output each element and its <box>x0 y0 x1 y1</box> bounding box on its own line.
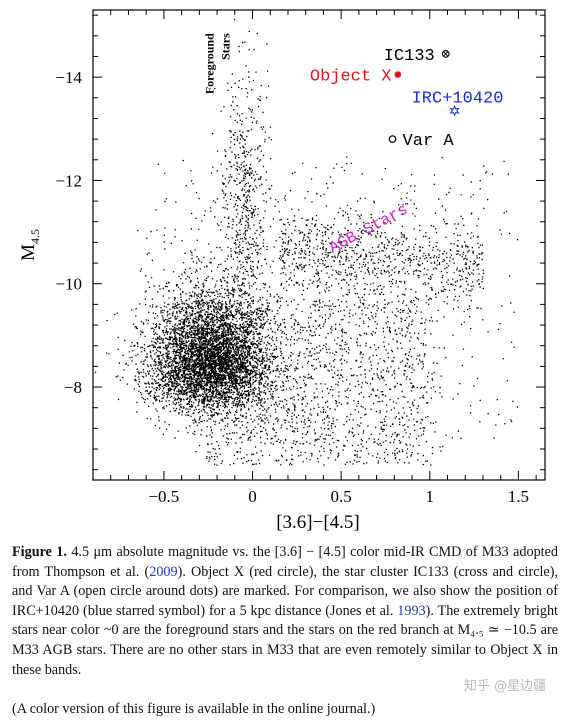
caption-ref-2009[interactable]: 2009 <box>149 563 178 580</box>
caption-ref-1993[interactable]: 1993 <box>397 602 426 619</box>
figure-caption: Figure 1. 4.5 μm absolute magnitude vs. … <box>12 543 558 680</box>
annotation-foreground: Stars <box>219 33 233 60</box>
x-tick-label: 1 <box>426 487 435 506</box>
x-tick-label: −0.5 <box>148 487 179 506</box>
watermark: 知乎 @星边疆 <box>464 679 547 694</box>
caption-text-3: ). The extremely bright stars near color… <box>12 602 558 678</box>
caption-text-2: ). Object X (red circle), the star clust… <box>12 563 559 619</box>
marker-label: Object X <box>310 68 392 87</box>
marker-label: Var A <box>403 132 455 151</box>
axis-tick-labels: −0.5 0 0.5 1 1.5 −14 −12 −10 −8 <box>55 68 529 506</box>
y-axis-label: M4.5 <box>18 229 42 261</box>
axis-ticks <box>92 10 545 480</box>
marker-ic133: IC133 <box>384 47 450 66</box>
x-tick-label: 1.5 <box>508 487 529 506</box>
caption-text-1: 4.5 μm absolute magnitude vs. the [3.6] … <box>12 544 558 580</box>
y-tick-label: −8 <box>64 378 82 397</box>
x-axis-label: [3.6]−[4.5] <box>276 512 360 533</box>
svg-text:M4.5: M4.5 <box>18 229 42 261</box>
y-axis-label-sub: 4.5 <box>28 229 42 244</box>
color-version-note: (A color version of this figure is avail… <box>12 701 376 717</box>
marker-irc-10420: IRC+10420 <box>412 90 504 117</box>
plot-frame <box>92 9 546 481</box>
marker-object-x: Object X <box>310 68 402 87</box>
marker-var-a: Var A <box>388 132 455 151</box>
chart-annotations: Foreground Stars AGB Stars <box>203 33 411 257</box>
annotation-agb: AGB Stars <box>326 201 411 257</box>
x-tick-label: 0 <box>248 487 257 506</box>
x-tick-label: 0.5 <box>331 487 352 506</box>
annotation-foreground: Foreground <box>203 33 217 94</box>
y-tick-label: −12 <box>55 171 82 190</box>
marker-label: IC133 <box>384 47 435 66</box>
marker-label: IRC+10420 <box>412 90 504 109</box>
caption-label: Figure 1. <box>12 544 67 560</box>
star-point-cloud <box>94 18 519 466</box>
star-points <box>94 18 519 466</box>
y-axis-label-main: M <box>18 244 39 261</box>
y-tick-label: −10 <box>55 275 82 294</box>
y-tick-label: −14 <box>55 68 82 87</box>
cmd-figure: −0.5 0 0.5 1 1.5 −14 −12 −10 −8 [3.6]−[4.5] M4.5… <box>18 9 546 533</box>
marked-objects: IC133 Object X IRC+10420 Var A <box>310 47 504 151</box>
